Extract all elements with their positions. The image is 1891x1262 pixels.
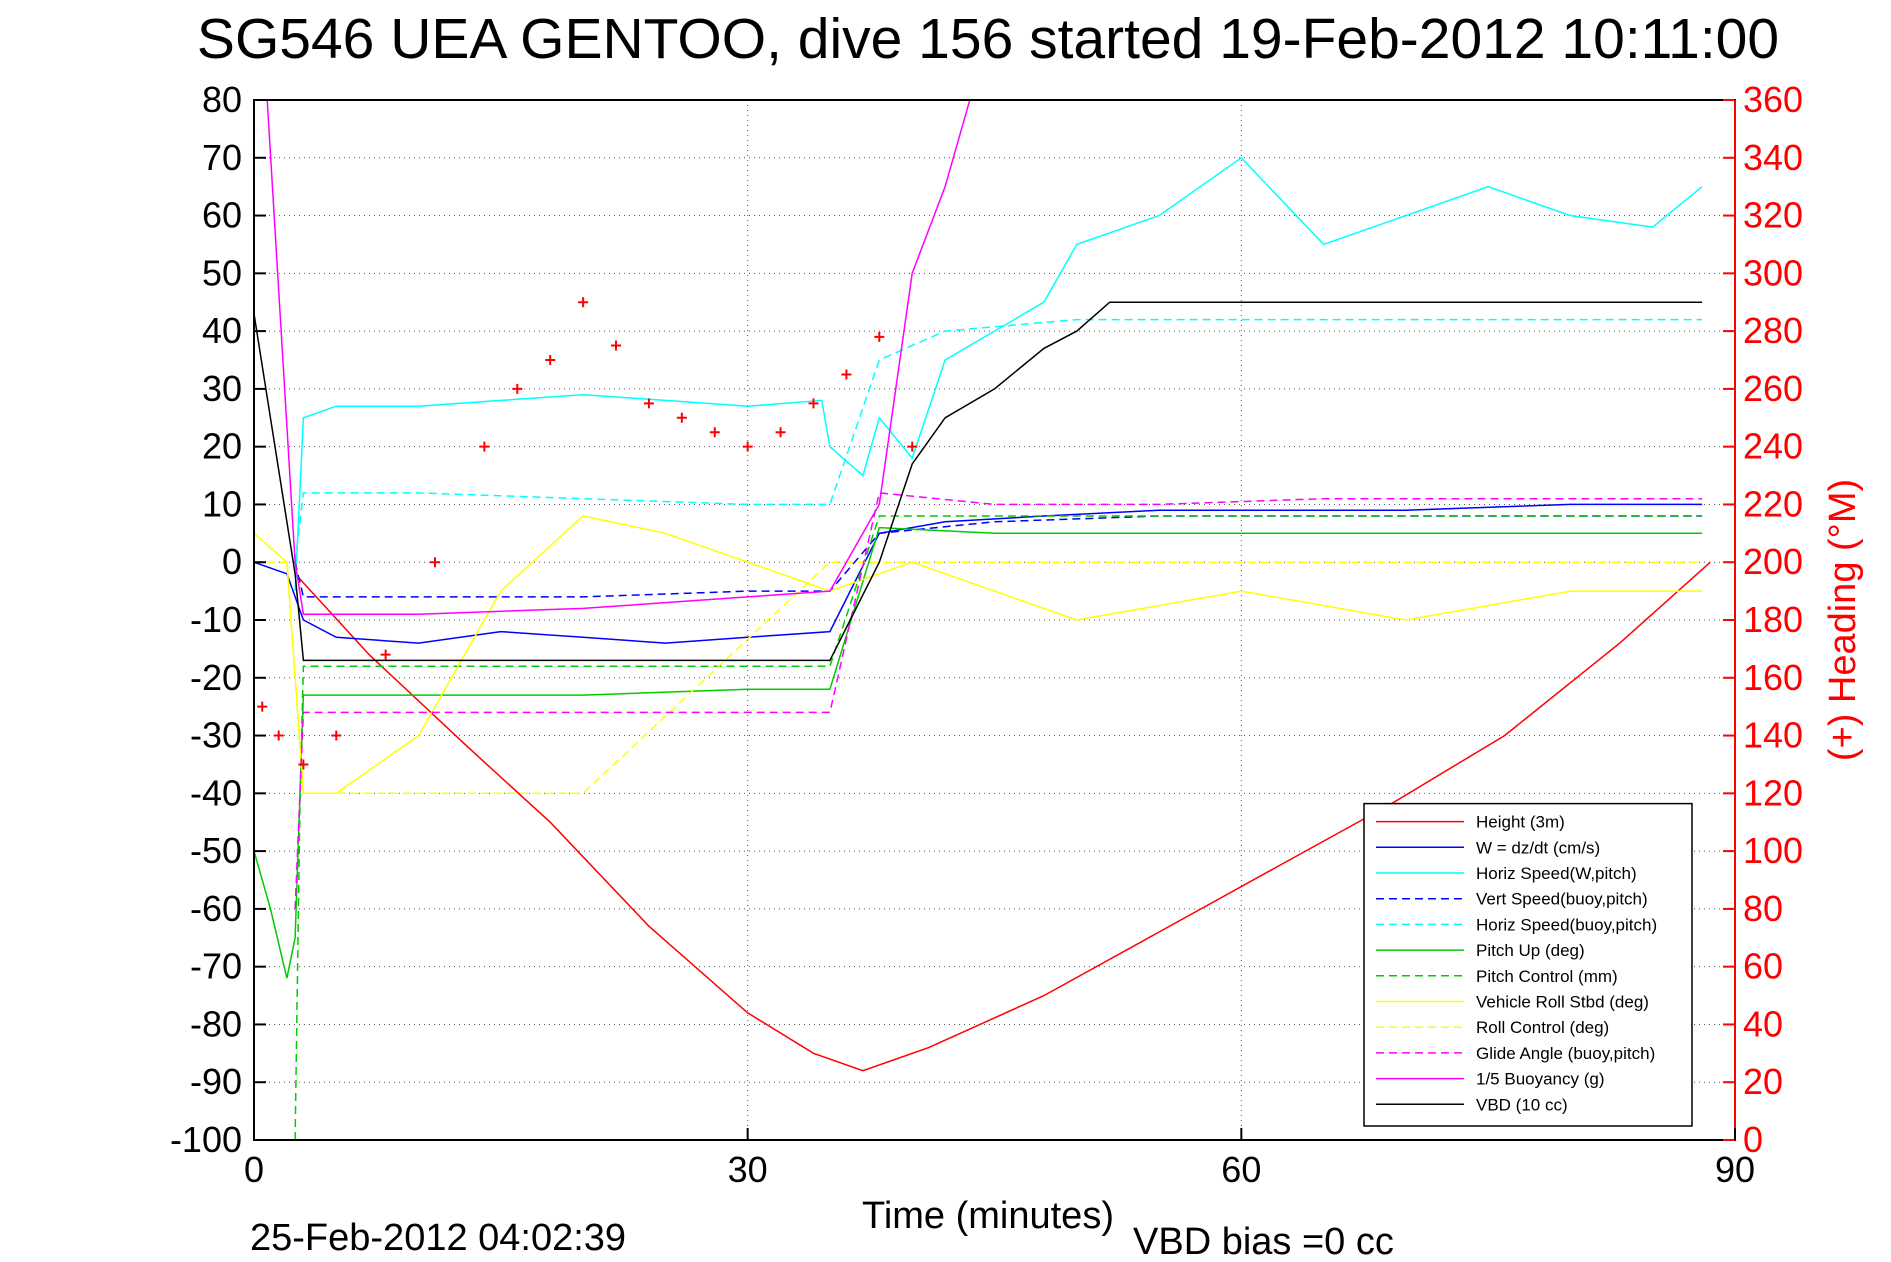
legend-label: Horiz Speed(W,pitch) bbox=[1476, 864, 1637, 883]
y-axis: 80 70 60 50 40 30 20 10 0 -10 -20 -30 -40 -50 -60 -70 -8… bbox=[170, 79, 266, 1160]
heading-marker bbox=[808, 398, 819, 409]
x-axis-label: Time (minutes) bbox=[862, 1195, 1114, 1237]
legend: Height (3m) W = dz/dt (cm/s) Horiz Speed(W… bbox=[1363, 802, 1693, 1127]
y-tick-label: 10 bbox=[202, 483, 242, 524]
footer-timestamp: 25-Feb-2012 04:02:39 bbox=[250, 1217, 626, 1259]
heading-marker bbox=[578, 297, 589, 308]
y-tick-label: -10 bbox=[190, 599, 242, 640]
y2-tick-label: 240 bbox=[1743, 426, 1803, 467]
y-tick-label: 40 bbox=[202, 310, 242, 351]
series-line-4 bbox=[294, 318, 1703, 563]
heading-marker bbox=[512, 383, 523, 394]
y2-tick-label: 340 bbox=[1743, 137, 1803, 178]
series-line-5 bbox=[253, 526, 1703, 979]
heading-marker bbox=[430, 557, 441, 568]
y-tick-label: -20 bbox=[190, 657, 242, 698]
y2-tick-label: 0 bbox=[1743, 1119, 1763, 1160]
heading-marker bbox=[775, 427, 786, 438]
heading-marker bbox=[380, 649, 391, 660]
heading-marker bbox=[611, 340, 622, 351]
series-line-0 bbox=[294, 561, 1711, 1072]
x-tick-label: 90 bbox=[1715, 1149, 1755, 1190]
legend-box bbox=[1363, 802, 1693, 1127]
legend-label: Pitch Control (mm) bbox=[1476, 967, 1618, 986]
heading-marker bbox=[874, 331, 885, 342]
series-line-10 bbox=[266, 99, 971, 615]
y2-tick-label: 100 bbox=[1743, 830, 1803, 871]
series-line-3 bbox=[294, 515, 1703, 598]
plot-area bbox=[253, 99, 1711, 1141]
y2-tick-label: 80 bbox=[1743, 888, 1783, 929]
y-tick-label: 30 bbox=[202, 368, 242, 409]
series-line-2 bbox=[294, 156, 1703, 592]
legend-label: W = dz/dt (cm/s) bbox=[1476, 838, 1600, 857]
y-tick-label: -70 bbox=[190, 946, 242, 987]
x-tick-label: 30 bbox=[728, 1149, 768, 1190]
y2-tick-label: 220 bbox=[1743, 483, 1803, 524]
y2-tick-label: 40 bbox=[1743, 1003, 1783, 1044]
y2-tick-label: 20 bbox=[1743, 1061, 1783, 1102]
heading-marker bbox=[841, 369, 852, 380]
series-line-8 bbox=[254, 561, 1703, 795]
y2-tick-label: 120 bbox=[1743, 772, 1803, 813]
legend-label: Vert Speed(buoy,pitch) bbox=[1476, 890, 1648, 909]
heading-marker bbox=[273, 730, 284, 741]
y-tick-label: -40 bbox=[190, 772, 242, 813]
legend-label: Height (3m) bbox=[1476, 813, 1565, 832]
heading-marker bbox=[907, 441, 918, 452]
y2-axis-label: (+) Heading (°M) bbox=[1822, 479, 1864, 761]
y2-tick-label: 180 bbox=[1743, 599, 1803, 640]
series-line-9 bbox=[294, 492, 1703, 909]
chart-title: SG546 UEA GENTOO, dive 156 started 19-Fe… bbox=[197, 7, 1779, 71]
y2-tick-label: 140 bbox=[1743, 715, 1803, 756]
series-line-1 bbox=[253, 503, 1703, 644]
y2-tick-label: 280 bbox=[1743, 310, 1803, 351]
footer-vbd-bias: VBD bias =0 cc bbox=[1133, 1221, 1394, 1262]
y-tick-label: -80 bbox=[190, 1003, 242, 1044]
heading-marker bbox=[545, 355, 556, 365]
series-line-7 bbox=[253, 515, 1703, 795]
x-axis: 0 30 60 90 bbox=[244, 1128, 1755, 1190]
heading-marker bbox=[709, 427, 720, 438]
legend-label: VBD (10 cc) bbox=[1476, 1095, 1568, 1114]
heading-marker bbox=[479, 441, 490, 452]
heading-marker bbox=[257, 701, 268, 712]
legend-label: Roll Control (deg) bbox=[1476, 1018, 1609, 1037]
legend-label: Horiz Speed(buoy,pitch) bbox=[1476, 915, 1657, 934]
heading-marker bbox=[298, 759, 309, 770]
series-line-11 bbox=[253, 301, 1703, 662]
y-tick-label: 60 bbox=[202, 195, 242, 236]
legend-label: 1/5 Buoyancy (g) bbox=[1476, 1070, 1605, 1089]
heading-marker bbox=[676, 412, 687, 423]
y2-tick-label: 360 bbox=[1743, 79, 1803, 120]
legend-label: Pitch Up (deg) bbox=[1476, 941, 1585, 960]
y-tick-label: 70 bbox=[202, 137, 242, 178]
y2-tick-label: 60 bbox=[1743, 946, 1783, 987]
y-tick-label: -90 bbox=[190, 1061, 242, 1102]
x-tick-label: 0 bbox=[244, 1149, 264, 1190]
y2-tick-label: 160 bbox=[1743, 657, 1803, 698]
y-tick-label: -100 bbox=[170, 1119, 242, 1160]
heading-marker bbox=[742, 441, 753, 452]
y2-tick-label: 300 bbox=[1743, 252, 1803, 293]
y-tick-label: -30 bbox=[190, 715, 242, 756]
heading-marker bbox=[643, 398, 654, 409]
y-tick-label: 20 bbox=[202, 426, 242, 467]
x-tick-label: 60 bbox=[1221, 1149, 1261, 1190]
y-tick-label: 80 bbox=[202, 79, 242, 120]
y2-tick-label: 200 bbox=[1743, 541, 1803, 582]
heading-marker bbox=[331, 730, 342, 741]
legend-label: Glide Angle (buoy,pitch) bbox=[1476, 1044, 1655, 1063]
y-tick-label: -60 bbox=[190, 888, 242, 929]
y-tick-label: -50 bbox=[190, 830, 242, 871]
y-tick-label: 0 bbox=[222, 541, 242, 582]
y2-tick-label: 260 bbox=[1743, 368, 1803, 409]
y2-tick-label: 320 bbox=[1743, 195, 1803, 236]
y2-axis: 3603403203002802602402202001801601401201… bbox=[1723, 79, 1803, 1160]
y-tick-label: 50 bbox=[202, 252, 242, 293]
legend-label: Vehicle Roll Stbd (deg) bbox=[1476, 993, 1649, 1012]
